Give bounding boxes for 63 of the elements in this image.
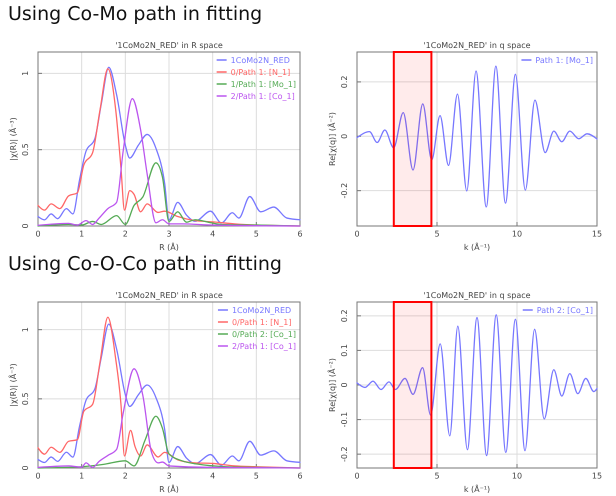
y-tick-label: 1 [21,327,30,332]
y-tick-label: -0.2 [340,446,349,462]
y-tick-label: 0.2 [340,76,349,88]
legend-label: 2/Path 1: [Co_1] [230,92,295,101]
y-tick-label: -0.2 [340,182,349,198]
x-tick-label: 0 [35,230,41,239]
x-tick-label: 10 [512,472,522,481]
x-tick-label: 15 [592,472,602,481]
y-axis-title: Re[χ(q)] (Å⁻²) [327,112,337,166]
y-axis-title: |χ(R)| (Å⁻³) [8,363,18,407]
y-tick-label: 1 [21,70,30,76]
line-series [356,65,598,208]
line-series [37,368,301,469]
x-tick-label: 3 [166,230,172,239]
y-tick-label: 0.5 [21,143,30,156]
x-tick-label: 5 [254,472,259,481]
chart-title: '1CoMo2N_RED' in q space [423,41,531,50]
x-tick-label: 5 [434,472,440,481]
x-tick-label: 3 [166,472,172,481]
x-tick-label: 0 [354,472,360,481]
x-tick-label: 1 [79,472,84,481]
x-axis-title: R (Å) [159,484,179,494]
legend-label: 1CoMo2N_RED [232,306,292,315]
legend-label: 0/Path 1: [N_1] [232,318,292,327]
y-tick-label: 0 [340,134,349,139]
text: Using Co-O-Co path in fitting [8,253,282,275]
x-tick-label: 6 [297,472,303,481]
x-tick-label: 6 [297,230,303,239]
legend-label: Path 2: [Co_1] [536,306,593,315]
legend-label: 0/Path 2: [Co_1] [232,330,296,339]
legend-label: 2/Path 1: [Co_1] [232,342,296,351]
legend-label: Path 1: [Mo_1] [535,56,593,65]
x-tick-label: 0 [35,472,41,481]
x-tick-label: 5 [434,230,440,239]
x-tick-label: 15 [592,230,602,239]
chart-title: '1CoMo2N_RED' in R space [115,41,223,50]
y-axis-title: |χ(R)| (Å⁻³) [8,117,18,161]
legend-label: 0/Path 1: [N_1] [230,68,290,77]
x-tick-label: 4 [210,472,216,481]
legend-label: 1CoMo2N_RED [230,56,290,65]
legend-label: 1/Path 1: [Mo_1] [230,80,296,89]
x-tick-label: 0 [354,230,360,239]
y-tick-label: 0.2 [340,309,349,322]
x-axis-title: R (Å) [159,242,179,252]
y-tick-label: -0.1 [340,412,349,428]
y-tick-label: 0 [21,223,30,229]
x-axis-title: k (Å⁻¹) [464,242,490,252]
x-tick-label: 4 [210,230,216,239]
x-tick-label: 1 [79,230,84,239]
chart-title: '1CoMo2N_RED' in q space [423,291,531,300]
line-series [356,314,598,456]
x-tick-label: 5 [254,230,259,239]
x-tick-label: 2 [122,472,128,481]
text: Using Co-Mo path in fitting [8,3,262,25]
x-tick-label: 10 [512,230,522,239]
x-tick-label: 2 [122,230,128,239]
chart-title: '1CoMo2N_RED' in R space [115,291,223,300]
y-axis-title: Re[χ(q)] (Å⁻²) [327,358,337,412]
y-tick-label: 0.5 [21,392,30,406]
y-tick-label: 0.1 [340,344,349,357]
y-tick-label: 0 [21,465,30,471]
y-tick-label: 0 [340,382,349,388]
x-axis-title: k (Å⁻¹) [464,484,490,494]
